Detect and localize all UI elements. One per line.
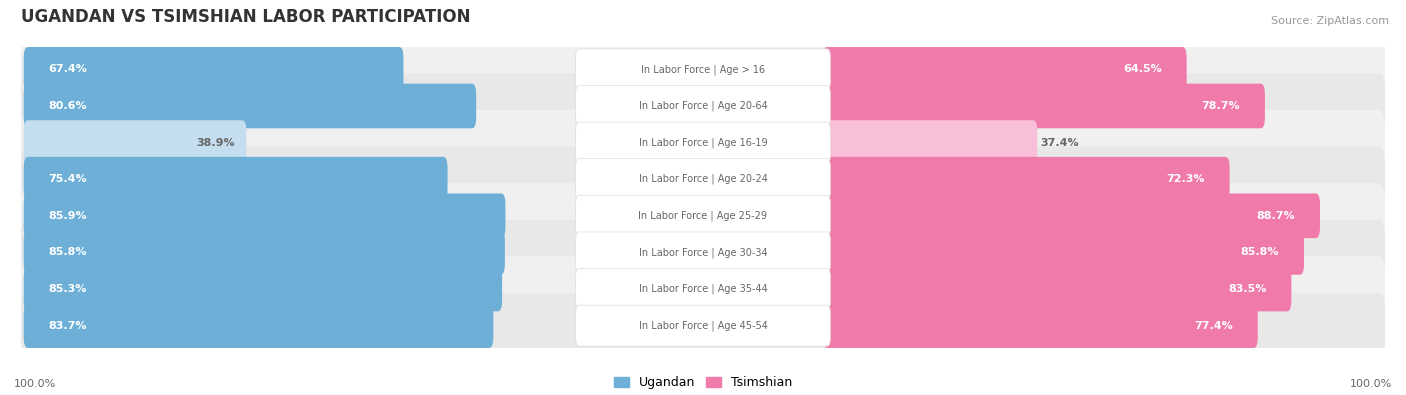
FancyBboxPatch shape <box>21 293 1385 358</box>
Text: 75.4%: 75.4% <box>48 174 87 184</box>
Text: In Labor Force | Age > 16: In Labor Force | Age > 16 <box>641 64 765 75</box>
FancyBboxPatch shape <box>823 157 1230 201</box>
Text: 100.0%: 100.0% <box>14 379 56 389</box>
Text: 64.5%: 64.5% <box>1123 64 1161 74</box>
Text: 37.4%: 37.4% <box>1040 137 1078 148</box>
Text: 85.8%: 85.8% <box>1240 247 1279 258</box>
FancyBboxPatch shape <box>24 230 505 275</box>
Text: 85.9%: 85.9% <box>48 211 87 221</box>
Text: In Labor Force | Age 20-64: In Labor Force | Age 20-64 <box>638 101 768 111</box>
FancyBboxPatch shape <box>21 73 1385 139</box>
FancyBboxPatch shape <box>24 157 447 201</box>
FancyBboxPatch shape <box>575 159 831 200</box>
FancyBboxPatch shape <box>21 110 1385 175</box>
FancyBboxPatch shape <box>575 305 831 346</box>
Text: 38.9%: 38.9% <box>197 137 235 148</box>
FancyBboxPatch shape <box>575 122 831 163</box>
FancyBboxPatch shape <box>24 47 404 92</box>
FancyBboxPatch shape <box>21 220 1385 285</box>
Text: In Labor Force | Age 30-34: In Labor Force | Age 30-34 <box>638 247 768 258</box>
Text: 80.6%: 80.6% <box>48 101 87 111</box>
Text: In Labor Force | Age 45-54: In Labor Force | Age 45-54 <box>638 320 768 331</box>
Text: In Labor Force | Age 20-24: In Labor Force | Age 20-24 <box>638 174 768 184</box>
Text: 83.7%: 83.7% <box>48 321 87 331</box>
FancyBboxPatch shape <box>575 232 831 273</box>
Text: 83.5%: 83.5% <box>1229 284 1267 294</box>
Text: Source: ZipAtlas.com: Source: ZipAtlas.com <box>1271 16 1389 26</box>
FancyBboxPatch shape <box>823 194 1320 238</box>
Text: In Labor Force | Age 25-29: In Labor Force | Age 25-29 <box>638 211 768 221</box>
FancyBboxPatch shape <box>575 49 831 90</box>
FancyBboxPatch shape <box>823 120 1038 165</box>
Text: 100.0%: 100.0% <box>1350 379 1392 389</box>
Text: 85.3%: 85.3% <box>48 284 87 294</box>
FancyBboxPatch shape <box>21 256 1385 322</box>
FancyBboxPatch shape <box>24 194 505 238</box>
Text: 67.4%: 67.4% <box>48 64 87 74</box>
FancyBboxPatch shape <box>21 147 1385 212</box>
Text: 72.3%: 72.3% <box>1167 174 1205 184</box>
Text: UGANDAN VS TSIMSHIAN LABOR PARTICIPATION: UGANDAN VS TSIMSHIAN LABOR PARTICIPATION <box>21 8 471 26</box>
Text: In Labor Force | Age 16-19: In Labor Force | Age 16-19 <box>638 137 768 148</box>
FancyBboxPatch shape <box>24 84 477 128</box>
FancyBboxPatch shape <box>823 84 1265 128</box>
FancyBboxPatch shape <box>575 195 831 236</box>
Text: In Labor Force | Age 35-44: In Labor Force | Age 35-44 <box>638 284 768 294</box>
FancyBboxPatch shape <box>21 183 1385 248</box>
FancyBboxPatch shape <box>823 267 1291 311</box>
FancyBboxPatch shape <box>575 269 831 310</box>
Legend: Ugandan, Tsimshian: Ugandan, Tsimshian <box>614 376 792 389</box>
FancyBboxPatch shape <box>24 267 502 311</box>
Text: 85.8%: 85.8% <box>48 247 87 258</box>
Text: 78.7%: 78.7% <box>1202 101 1240 111</box>
FancyBboxPatch shape <box>575 85 831 126</box>
Text: 77.4%: 77.4% <box>1194 321 1233 331</box>
Text: 88.7%: 88.7% <box>1257 211 1295 221</box>
FancyBboxPatch shape <box>823 47 1187 92</box>
FancyBboxPatch shape <box>823 230 1303 275</box>
FancyBboxPatch shape <box>823 303 1258 348</box>
FancyBboxPatch shape <box>21 37 1385 102</box>
FancyBboxPatch shape <box>24 303 494 348</box>
FancyBboxPatch shape <box>24 120 246 165</box>
